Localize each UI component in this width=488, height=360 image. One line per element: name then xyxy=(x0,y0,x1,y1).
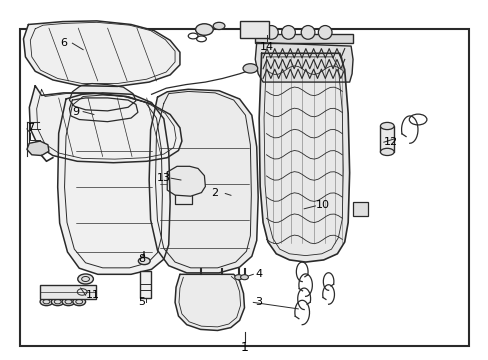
Text: 8: 8 xyxy=(138,254,145,264)
Polygon shape xyxy=(69,98,138,122)
Polygon shape xyxy=(29,86,182,163)
Polygon shape xyxy=(27,141,49,156)
Ellipse shape xyxy=(234,275,242,280)
Bar xyxy=(352,202,367,216)
Bar xyxy=(380,126,393,152)
Text: 12: 12 xyxy=(384,137,397,147)
Ellipse shape xyxy=(380,122,393,130)
Polygon shape xyxy=(259,53,349,262)
Bar xyxy=(40,285,96,299)
Ellipse shape xyxy=(195,24,213,35)
Text: 11: 11 xyxy=(86,290,100,300)
Circle shape xyxy=(301,26,314,39)
Text: 1: 1 xyxy=(240,341,248,354)
Text: 14: 14 xyxy=(259,42,273,52)
Bar xyxy=(255,34,352,43)
Text: 7: 7 xyxy=(27,123,34,133)
Ellipse shape xyxy=(62,298,75,306)
Ellipse shape xyxy=(40,298,53,306)
Ellipse shape xyxy=(78,274,93,284)
Text: 2: 2 xyxy=(211,188,218,198)
Bar xyxy=(239,21,268,38)
Ellipse shape xyxy=(240,275,248,280)
Circle shape xyxy=(264,26,278,39)
Ellipse shape xyxy=(73,298,85,306)
Polygon shape xyxy=(23,21,180,86)
Text: 10: 10 xyxy=(315,200,329,210)
Circle shape xyxy=(281,26,295,39)
Ellipse shape xyxy=(243,64,257,73)
Polygon shape xyxy=(69,84,136,111)
Polygon shape xyxy=(167,166,205,196)
Text: 3: 3 xyxy=(255,297,262,307)
Text: 4: 4 xyxy=(255,269,262,279)
Ellipse shape xyxy=(138,257,150,265)
Text: 5: 5 xyxy=(138,297,145,307)
Text: 9: 9 xyxy=(72,107,79,117)
Text: 6: 6 xyxy=(60,38,67,48)
Bar xyxy=(20,29,468,346)
Ellipse shape xyxy=(213,22,224,30)
Ellipse shape xyxy=(380,148,393,156)
Polygon shape xyxy=(149,89,258,273)
Bar xyxy=(140,271,151,298)
Polygon shape xyxy=(58,93,170,274)
Polygon shape xyxy=(175,274,244,330)
Circle shape xyxy=(318,26,331,39)
Ellipse shape xyxy=(51,298,64,306)
Polygon shape xyxy=(255,42,352,82)
Text: 13: 13 xyxy=(157,173,170,183)
